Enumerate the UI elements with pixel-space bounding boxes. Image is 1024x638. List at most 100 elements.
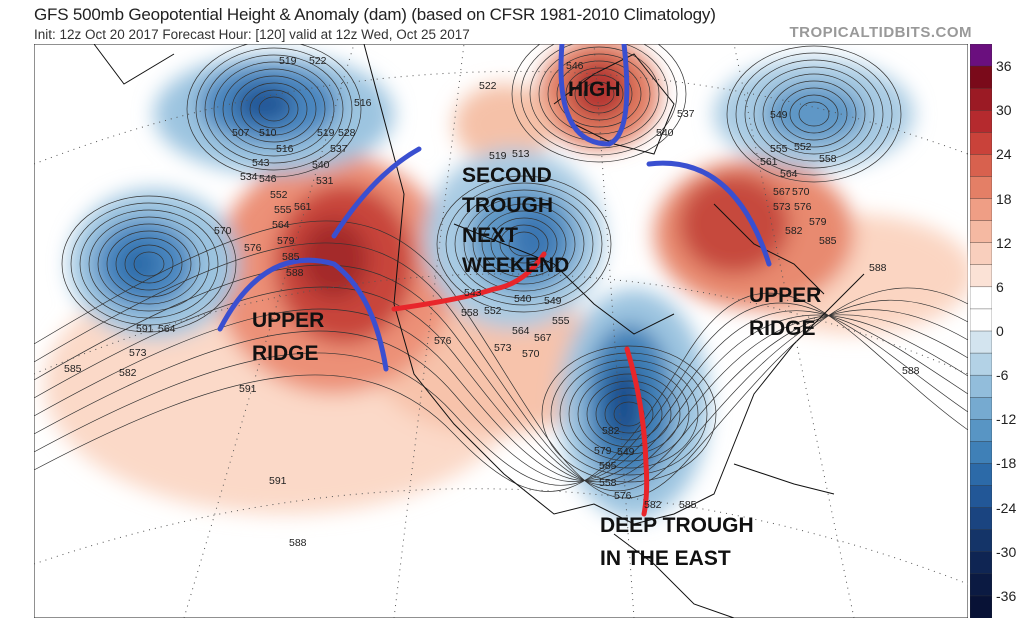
colorbar-bin [970,308,992,332]
contour-label: 552 [794,141,812,153]
contour-label: 558 [819,153,837,165]
contour-label: 561 [294,201,312,213]
height-contour [574,74,624,114]
colorbar-bin [970,220,992,244]
height-contour [472,203,576,285]
height-contour [753,66,875,162]
contour-label: 576 [434,335,452,347]
contour-label: 591 [239,383,257,395]
brand-watermark: TROPICALTIDBITS.COM [789,24,972,41]
contour-label: 576 [244,242,262,254]
height-contour [789,94,839,134]
height-contour [97,223,201,305]
height-contour [258,96,290,122]
height-contour [34,220,968,499]
contour-label: 549 [544,295,562,307]
height-contour [115,237,183,291]
height-contour [213,61,335,157]
annotation-label: UPPER [252,309,324,332]
contour-label: 576 [794,201,812,213]
contour-label: 573 [773,201,791,213]
coastline [733,463,835,495]
height-contour [604,394,654,434]
colorbar-tick-label: -18 [996,455,1017,472]
contour-label: 522 [479,80,497,92]
contour-label: 522 [309,55,327,67]
colorbar-bin [970,176,992,200]
colorbar-bin [970,352,992,376]
height-contour [798,101,830,127]
colorbar-tick-label: -30 [996,543,1017,560]
contour-label: 546 [259,173,277,185]
contour-label: 558 [599,477,617,489]
colorbar-bin [970,529,992,553]
contour-label: 585 [282,251,300,263]
map-subtitle: Init: 12z Oct 20 2017 Forecast Hour: [12… [34,27,470,42]
contour-label: 573 [129,347,147,359]
colorbar-tick-label: -36 [996,587,1017,604]
colorbar-bin [970,485,992,509]
coastline [453,223,675,335]
contour-label: 582 [644,499,662,511]
colorbar-bin [970,132,992,156]
height-contour [436,175,612,313]
height-contour [249,89,299,129]
contour-label: 549 [617,446,635,458]
contour-label: 588 [869,262,887,274]
height-contour [744,59,884,169]
colorbar-bin [970,595,992,618]
contour-label: 564 [780,168,798,180]
annotation-label: SECOND [462,164,552,187]
height-contour [70,202,228,326]
height-contour [124,244,174,284]
contour-label: 543 [464,287,482,299]
contour-label: 537 [677,108,695,120]
annotation-label: TROUGH [462,194,553,217]
contour-label: 567 [773,186,791,198]
height-contour [511,44,687,163]
contour-label: 567 [534,332,552,344]
annotation-ridge-arc [217,257,389,372]
contour-label: 552 [270,189,288,201]
contour-label: 537 [330,143,348,155]
height-contour [583,81,615,107]
contour-label: 579 [594,445,612,457]
contour-label: 531 [316,175,334,187]
anomaly-region [569,59,629,119]
colorbar-bin [970,110,992,134]
height-contour [499,224,549,264]
contour-label: 558 [461,307,479,319]
contour-label: 576 [614,490,632,502]
contour-label: 549 [770,109,788,121]
contour-label: 588 [286,267,304,279]
height-contour [565,67,633,121]
contour-label: 519 [317,127,335,139]
annotation-label: HIGH [568,78,621,101]
height-contour [34,302,968,486]
height-contour [556,60,642,128]
contour-label: 528 [338,127,356,139]
height-contour [771,80,857,148]
contour-label: 585 [679,499,697,511]
contour-label: 564 [512,325,530,337]
contour-label: 588 [289,537,307,549]
height-contour [463,196,585,292]
annotation-label: RIDGE [252,342,319,365]
contour-label: 519 [489,150,507,162]
height-contour [508,231,540,257]
contour-label: 585 [819,235,837,247]
colorbar-bin [970,374,992,398]
height-contour [586,380,672,448]
contour-label: 534 [240,171,258,183]
contour-label: 588 [902,365,920,377]
colorbar-bin [970,44,992,67]
coastline [363,44,865,525]
contour-label: 555 [770,143,788,155]
colorbar-tick-label: 6 [996,278,1004,295]
height-contour [222,68,326,150]
colorbar-bin [970,330,992,354]
colorbar-tick-label: -6 [996,367,1009,384]
contour-label: 591 [136,323,154,335]
contour-label: 540 [514,293,532,305]
contour-label: 573 [494,342,512,354]
